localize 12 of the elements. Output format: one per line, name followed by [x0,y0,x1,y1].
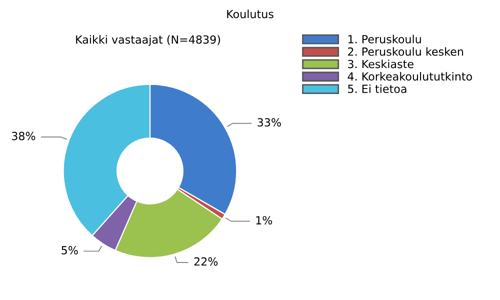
legend-label: 4. Korkeakoulututkinto [348,72,472,81]
legend-label: 2. Peruskoulu kesken [348,47,464,56]
data-label: 22% [194,257,218,266]
legend-label: 5. Ei tietoa [348,84,406,94]
chart-subtitle: Kaikki vastaajat (N=4839) [76,35,220,46]
legend-label: 1. Peruskoulu [348,34,421,44]
data-label: 38% [12,132,36,140]
chart-title: Koulutus [227,10,274,18]
data-label: 33% [258,118,281,127]
legend-label: 3. Keskiaste [348,60,414,68]
data-label: 5% [62,246,78,254]
data-label: 1% [256,216,272,224]
